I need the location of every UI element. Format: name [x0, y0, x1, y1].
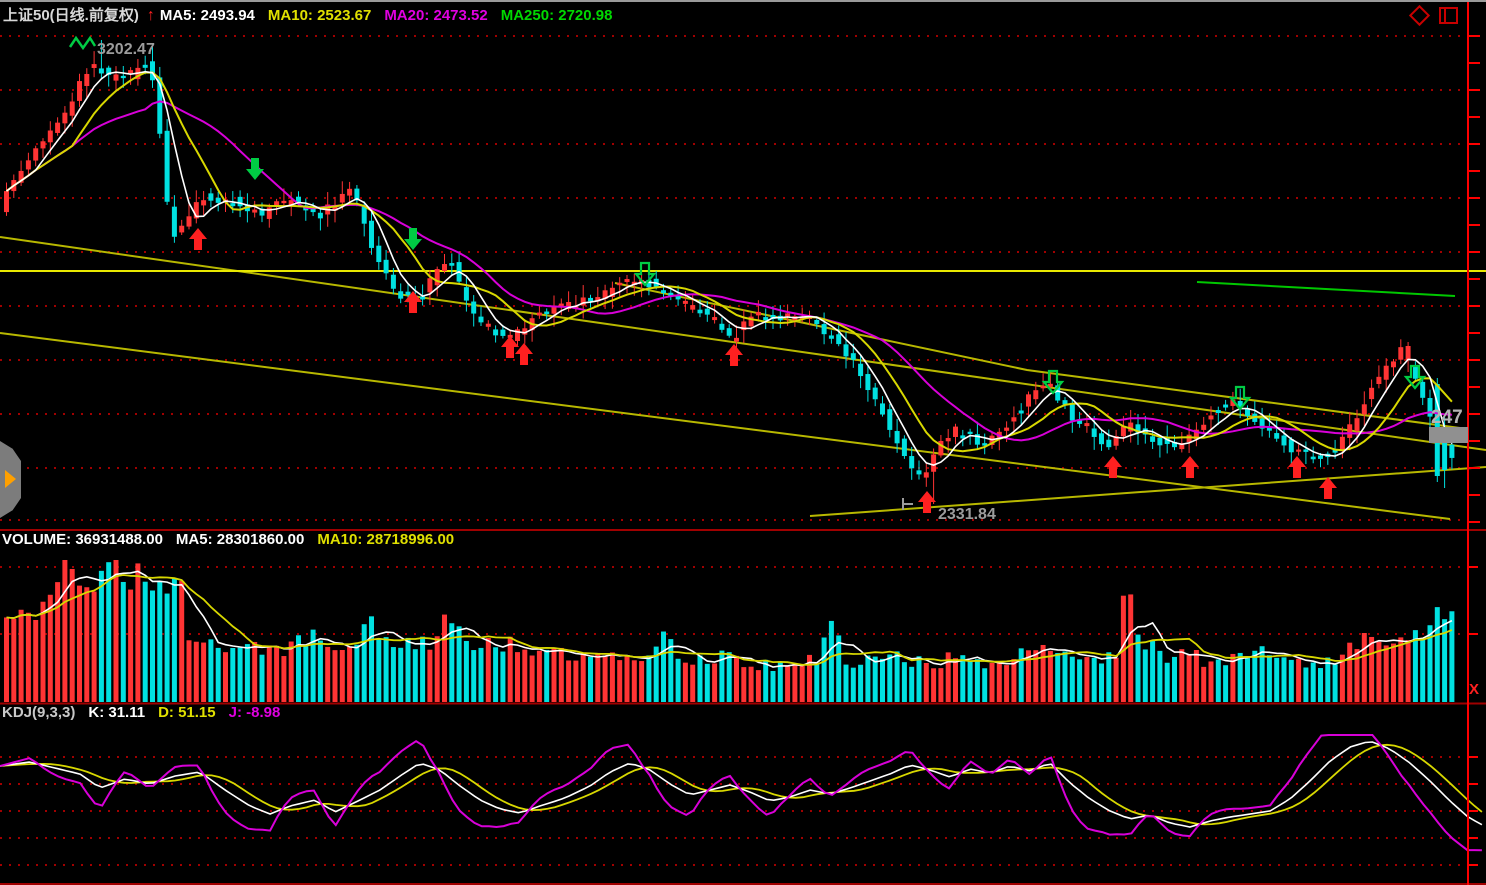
volume-ma10-value: MA10: 28718996.00 — [317, 531, 455, 548]
low-price-label: 2331.84 — [938, 506, 996, 523]
sell-arrow-hollow-icon — [1228, 385, 1252, 411]
high-price-label: 3202.47 — [97, 41, 155, 58]
volume-value: VOLUME: 36931488.00 — [2, 531, 163, 548]
signal-arrows-layer — [189, 158, 1427, 513]
kdj-lines-layer — [0, 734, 1483, 852]
up-arrow-icon: ↑ — [146, 7, 155, 24]
last-price-tag — [1429, 427, 1468, 443]
ma20-value: MA20: 2473.52 — [384, 7, 488, 24]
ma10-value: MA10: 2523.67 — [267, 7, 372, 24]
last-price-label: 247 — [1431, 407, 1463, 428]
buy-arrow-icon — [725, 344, 743, 366]
ma5-value: MA5: 2493.94 — [159, 7, 255, 24]
buy-arrow-icon — [1288, 456, 1306, 478]
candles-layer — [4, 40, 1455, 504]
kdj-params: KDJ(9,3,3) — [2, 704, 76, 721]
sell-arrow-hollow-icon — [1403, 364, 1427, 390]
buy-arrow-icon — [501, 336, 519, 358]
buy-arrow-icon — [404, 291, 422, 313]
volume-scale-label[interactable]: X — [1469, 681, 1480, 698]
price-ma-layer — [5, 70, 1453, 466]
side-panel-handle[interactable] — [0, 441, 21, 518]
volume-pane-header: VOLUME: 36931488.00 MA5: 28301860.00 MA10:… — [2, 531, 467, 548]
kdj-pane-header: KDJ(9,3,3) K: 31.11 D: 51.15 J: -8.98 — [2, 704, 293, 721]
price-marker-labels: 3202.47 2331.84 247 — [68, 35, 1468, 523]
buy-arrow-icon — [1104, 456, 1122, 478]
sell-arrow-icon — [246, 158, 264, 180]
diamond-icon[interactable] — [1408, 4, 1431, 27]
kdj-k-value: K: 31.11 — [88, 704, 146, 721]
volume-ma-layer — [6, 570, 1453, 668]
buy-arrow-icon — [1319, 477, 1337, 499]
buy-arrow-icon — [918, 491, 936, 513]
buy-arrow-icon — [515, 343, 533, 365]
sell-arrow-hollow-icon — [633, 261, 657, 287]
main-chart-header: 上证50(日线.前复权) ↑ MA5: 2493.94 MA10: 2523.67 MA… — [3, 4, 625, 25]
buy-arrow-icon — [189, 228, 207, 250]
volume-ma5-value: MA5: 28301860.00 — [175, 531, 305, 548]
chart-title: 上证50(日线.前复权) — [3, 7, 139, 24]
kdj-j-value: J: -8.98 — [228, 704, 281, 721]
chart-toolbar — [1408, 4, 1458, 27]
trendline-layer — [0, 236, 1486, 520]
sell-arrow-icon — [404, 228, 422, 250]
buy-arrow-icon — [1181, 456, 1199, 478]
expand-arrow-icon — [5, 470, 16, 488]
split-window-icon[interactable] — [1439, 7, 1458, 24]
window-top-border — [0, 0, 1486, 2]
ma250-value: MA250: 2720.98 — [500, 7, 613, 24]
low-pointer-icon — [902, 498, 913, 510]
kdj-d-value: D: 51.15 — [158, 704, 216, 721]
sell-arrow-hollow-icon — [1041, 369, 1065, 395]
volume-bars-layer — [4, 560, 1455, 702]
grid-layer — [0, 35, 1466, 866]
high-marker-icon — [68, 35, 97, 51]
